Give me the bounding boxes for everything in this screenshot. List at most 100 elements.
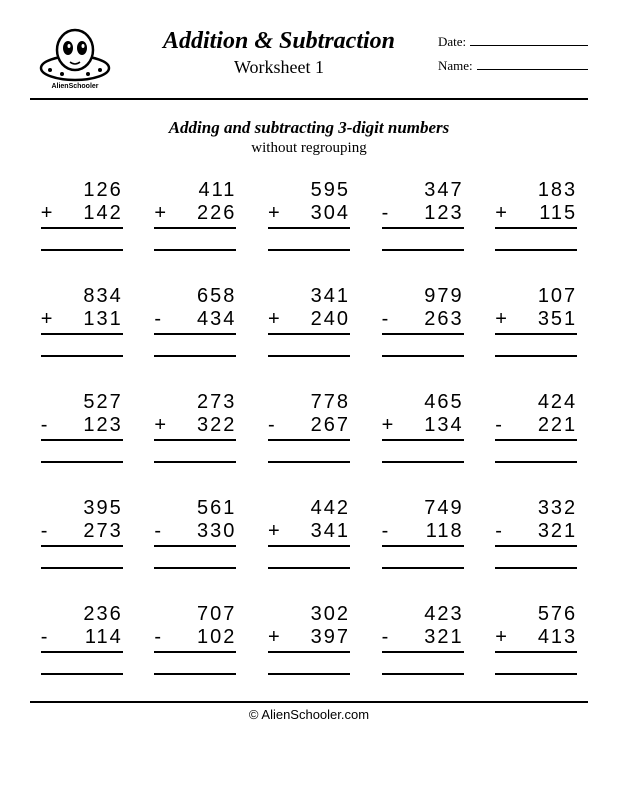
answer-rule[interactable] [268,461,350,463]
operand-b: 413 [513,626,577,649]
operator: - [41,414,59,437]
svg-text:AlienSchooler: AlienSchooler [51,83,98,90]
answer-rule[interactable] [495,461,577,463]
operand-b: 114 [59,626,123,649]
problem: 424-221 [495,391,577,463]
operand-a: 341 [286,285,350,308]
answer-rule[interactable] [382,461,464,463]
operand-a: 979 [400,285,464,308]
problem-rule [41,227,123,247]
answer-rule[interactable] [41,567,123,569]
operand-blank [382,497,400,520]
answer-rule[interactable] [154,249,236,251]
operand-b: 221 [513,414,577,437]
footer: © AlienSchooler.com [30,701,588,722]
answer-rule[interactable] [154,673,236,675]
problem: 595+304 [268,179,350,251]
operand-a: 595 [286,179,350,202]
problem-rule [268,651,350,671]
operand-a: 107 [513,285,577,308]
date-input-line[interactable] [470,32,588,46]
problem: 561-330 [154,497,236,569]
answer-rule[interactable] [495,673,577,675]
operand-a: 183 [513,179,577,202]
answer-rule[interactable] [268,673,350,675]
operator: - [154,626,172,649]
operand-blank [495,603,513,626]
answer-rule[interactable] [382,567,464,569]
operand-blank [268,391,286,414]
answer-rule[interactable] [41,249,123,251]
name-row: Name: [438,56,588,74]
operand-b: 115 [513,202,577,225]
operator: - [495,520,513,543]
answer-rule[interactable] [382,249,464,251]
operator: + [495,626,513,649]
operand-b: 118 [400,520,464,543]
student-info: Date: Name: [438,20,588,80]
instructions: Adding and subtracting 3-digit numbers w… [30,118,588,157]
problem-rule [41,651,123,671]
answer-rule[interactable] [382,673,464,675]
operand-a: 332 [513,497,577,520]
name-label: Name: [438,58,473,74]
operand-a: 442 [286,497,350,520]
answer-rule[interactable] [154,461,236,463]
problem: 778-267 [268,391,350,463]
answer-rule[interactable] [41,673,123,675]
operator: + [268,308,286,331]
operand-a: 576 [513,603,577,626]
operator: - [41,626,59,649]
operand-blank [268,603,286,626]
operator: - [382,520,400,543]
operand-blank [495,497,513,520]
operand-b: 322 [172,414,236,437]
operator: - [41,520,59,543]
operand-b: 240 [286,308,350,331]
operator: + [268,202,286,225]
problem-rule [268,545,350,565]
copyright: © AlienSchooler.com [249,707,369,722]
operator: - [268,414,286,437]
problem: 834+131 [41,285,123,357]
header: AlienSchooler Addition & Subtraction Wor… [30,20,588,100]
operand-blank [41,179,59,202]
problem-rule [382,651,464,671]
operand-blank [382,179,400,202]
answer-rule[interactable] [268,355,350,357]
operator: - [382,308,400,331]
operand-b: 321 [400,626,464,649]
answer-rule[interactable] [382,355,464,357]
answer-rule[interactable] [41,355,123,357]
answer-rule[interactable] [268,567,350,569]
operand-b: 102 [172,626,236,649]
answer-rule[interactable] [495,355,577,357]
answer-rule[interactable] [41,461,123,463]
operator: + [154,414,172,437]
answer-rule[interactable] [268,249,350,251]
operator: - [154,520,172,543]
problem: 347-123 [382,179,464,251]
answer-rule[interactable] [495,567,577,569]
operand-a: 561 [172,497,236,520]
answer-rule[interactable] [154,355,236,357]
operand-blank [41,285,59,308]
problem-rule [382,439,464,459]
problem: 749-118 [382,497,464,569]
name-input-line[interactable] [477,56,588,70]
operand-blank [154,285,172,308]
operator: + [495,308,513,331]
problem: 341+240 [268,285,350,357]
problem: 576+413 [495,603,577,675]
operator: + [41,202,59,225]
operand-blank [268,285,286,308]
date-row: Date: [438,32,588,50]
operand-a: 424 [513,391,577,414]
answer-rule[interactable] [154,567,236,569]
answer-rule[interactable] [495,249,577,251]
operand-blank [495,391,513,414]
operand-a: 273 [172,391,236,414]
operand-b: 330 [172,520,236,543]
operand-blank [495,285,513,308]
problem: 411+226 [154,179,236,251]
